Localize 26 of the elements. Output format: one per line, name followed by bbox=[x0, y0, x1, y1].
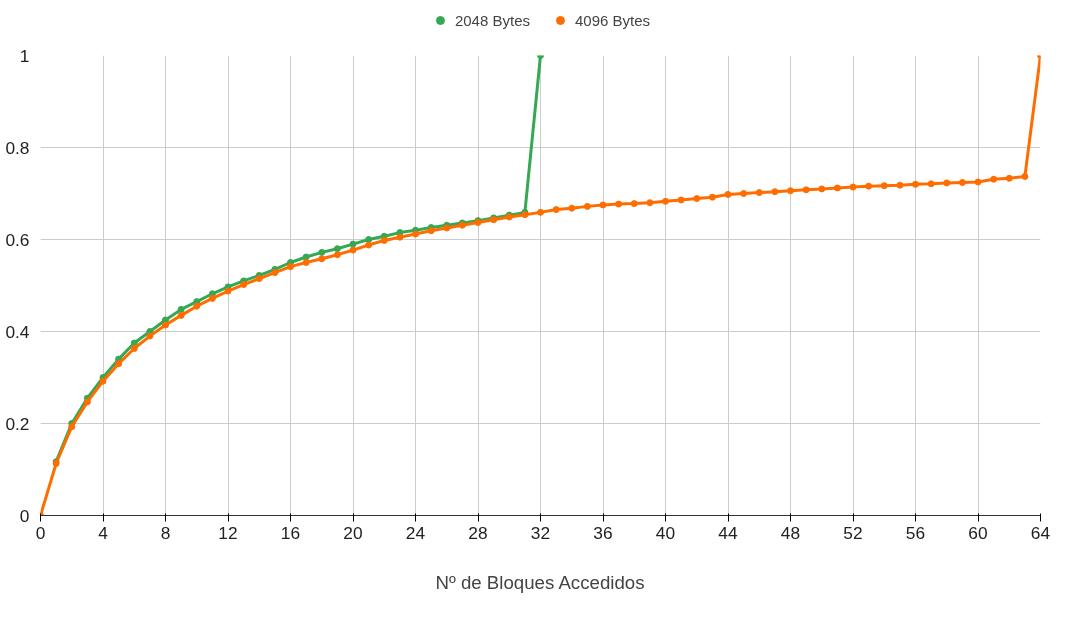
x-tick-label: 48 bbox=[780, 522, 801, 543]
x-tick-label: 20 bbox=[343, 522, 363, 543]
x-tick-label: 4 bbox=[98, 522, 109, 543]
x-tick-label: 52 bbox=[843, 522, 863, 543]
y-tick-label: 0.8 bbox=[5, 137, 30, 158]
x-tick-label: 12 bbox=[218, 522, 238, 543]
x-tick-label: 28 bbox=[468, 522, 488, 543]
y-tick-label: 0 bbox=[19, 505, 30, 526]
y-tick-label: 0.4 bbox=[5, 321, 30, 342]
x-tick-label: 44 bbox=[718, 522, 738, 543]
x-tick-label: 0 bbox=[35, 522, 46, 543]
x-tick-label: 56 bbox=[905, 522, 926, 543]
x-tick-label: 64 bbox=[1030, 522, 1051, 543]
y-tick-label: 1 bbox=[19, 45, 30, 66]
x-tick-label: 24 bbox=[405, 522, 426, 543]
legend-label: 4096 Bytes bbox=[575, 11, 651, 29]
y-tick-label: 0.6 bbox=[5, 229, 30, 250]
x-axis-title: Nº de Bloques Accedidos bbox=[435, 571, 645, 593]
x-tick-label: 8 bbox=[160, 522, 171, 543]
x-tick-label: 32 bbox=[530, 522, 551, 543]
x-tick-label: 60 bbox=[968, 522, 988, 543]
x-tick-label: 16 bbox=[280, 522, 301, 543]
x-tick-label: 36 bbox=[593, 522, 613, 543]
legend-label: 2048 Bytes bbox=[454, 11, 530, 29]
x-tick-label: 40 bbox=[655, 522, 676, 543]
y-tick-label: 0.2 bbox=[5, 413, 30, 434]
